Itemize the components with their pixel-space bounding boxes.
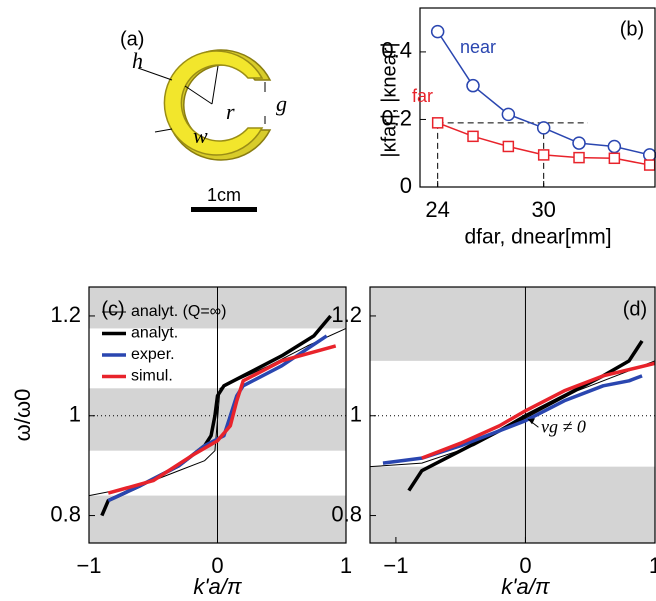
x-tick-label: 24 — [425, 197, 449, 222]
y-tick-label: 1 — [350, 402, 362, 427]
point — [433, 118, 443, 128]
band — [370, 467, 655, 543]
scale-bar — [191, 207, 257, 212]
point — [467, 80, 479, 92]
legend-label: simul. — [131, 368, 173, 385]
point — [609, 153, 619, 163]
point — [539, 150, 549, 160]
ring-diagram: (a) h r g w 1cm — [120, 28, 287, 212]
x-tick-label: 1 — [649, 553, 656, 578]
x-tick-label: 30 — [531, 197, 555, 222]
point — [645, 160, 655, 170]
dim-label: h — [132, 48, 143, 73]
point — [503, 141, 513, 151]
series-line — [370, 361, 655, 467]
point — [608, 140, 620, 152]
series-label: near — [460, 37, 496, 57]
y-tick-label: 1.2 — [50, 302, 81, 327]
point — [468, 131, 478, 141]
point — [573, 137, 585, 149]
panel-label: (d) — [623, 298, 647, 320]
series-label: far — [412, 86, 433, 106]
dim-label: g — [276, 91, 287, 116]
scale-label: 1cm — [207, 185, 241, 205]
annotation: vg ≠ 0 — [541, 416, 586, 436]
legend-label: analyt. — [131, 325, 178, 342]
y-axis-label: |κfar|, |κnear| — [378, 42, 400, 157]
point — [502, 108, 514, 120]
point — [432, 26, 444, 38]
figure: (a) h r g w 1cm 00.20.42430(b)nearfar|κf… — [0, 0, 656, 601]
x-axis-label: k'a/π — [193, 574, 243, 599]
y-axis-label: ω/ω0 — [10, 389, 35, 442]
y-tick-label: 1.2 — [331, 302, 362, 327]
arrow — [185, 86, 212, 104]
arrow — [212, 66, 218, 104]
y-tick-label: 0 — [400, 173, 412, 198]
panel-label: (b) — [620, 18, 644, 40]
arrow — [138, 68, 172, 80]
x-tick-label: −1 — [383, 553, 408, 578]
y-tick-label: 1 — [69, 402, 81, 427]
x-axis-label: dfar, dnear[mm] — [464, 226, 611, 249]
dim-label: w — [193, 123, 208, 148]
legend-label: analyt. (Q=∞) — [131, 303, 226, 320]
y-tick-label: 0.8 — [50, 501, 81, 526]
point — [644, 149, 656, 161]
dim-label: r — [226, 99, 235, 124]
band — [370, 287, 655, 361]
point — [538, 122, 550, 134]
x-axis-label: k'a/π — [501, 574, 551, 599]
x-tick-label: 1 — [340, 553, 352, 578]
panel-label: (c) — [101, 298, 124, 320]
legend-label: exper. — [131, 346, 175, 363]
x-tick-label: −1 — [76, 553, 101, 578]
y-tick-label: 0.8 — [331, 501, 362, 526]
point — [574, 153, 584, 163]
panel-label: (a) — [120, 28, 144, 50]
arrow — [155, 129, 172, 132]
